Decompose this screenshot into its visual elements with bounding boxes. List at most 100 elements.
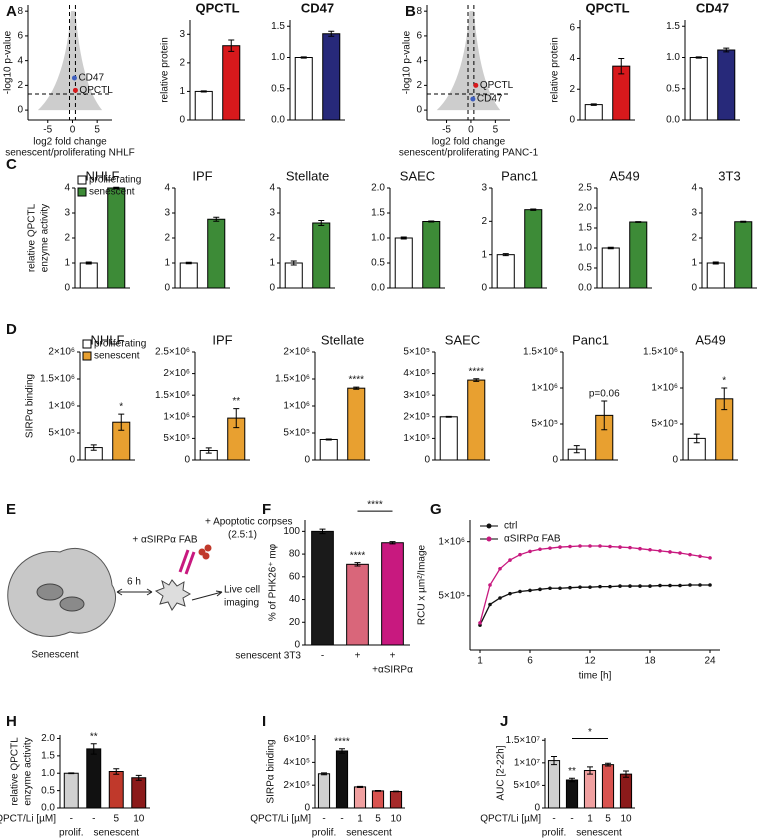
y-tick-label: 0 — [424, 455, 430, 466]
panel-label: F — [262, 501, 271, 518]
bar — [601, 247, 620, 289]
y-tick-label: 5×10⁵ — [283, 428, 310, 439]
legend-label: proliferating — [94, 339, 146, 350]
y-tick-label: 0 — [269, 283, 275, 294]
bar — [394, 237, 413, 289]
marker — [538, 547, 542, 552]
nucleus — [36, 583, 64, 601]
y-axis-label: -log10 p-value — [3, 30, 14, 94]
error-bar — [445, 415, 452, 418]
y-tick-label: 0.5 — [41, 785, 55, 796]
bar — [179, 262, 198, 289]
x-tick-label: - — [321, 651, 324, 662]
marker — [618, 545, 622, 549]
error-bar — [400, 236, 407, 240]
significance: * — [722, 376, 726, 387]
chart-title: Panc1 — [501, 168, 538, 183]
y-tick-label: 0 — [17, 105, 23, 116]
y-axis-label: AUC [2-22h] — [496, 745, 507, 800]
marker — [708, 556, 712, 560]
bar — [108, 771, 124, 809]
y-tick-label: 0.0 — [578, 283, 592, 294]
y-tick-label: 1.5×10⁶ — [40, 374, 75, 385]
y-tick-label: 3 — [691, 208, 697, 219]
y-tick-label: 2 — [416, 80, 422, 91]
y-tick-label: 1×10⁶ — [48, 401, 75, 412]
bar — [565, 779, 579, 809]
marker — [688, 552, 692, 557]
marker — [498, 566, 502, 571]
bar — [689, 57, 708, 121]
legend-swatch — [77, 175, 87, 185]
y-tick-label: 2.0 — [371, 183, 385, 194]
marker — [548, 546, 552, 550]
bar — [347, 387, 366, 461]
bar — [584, 104, 603, 121]
bar — [371, 790, 385, 809]
legend-label: ctrl — [504, 521, 517, 532]
significance: p=0.06 — [589, 389, 620, 400]
y-tick-label: 1×10⁵ — [403, 433, 430, 444]
group-label: prolif. — [59, 828, 83, 839]
bar — [322, 33, 341, 121]
y-axis-label: relative protein — [160, 37, 171, 103]
x-tick-label: - — [92, 814, 95, 825]
duration-label: 6 h — [127, 577, 141, 588]
bar — [619, 773, 633, 809]
y-tick-label: 2 — [17, 80, 23, 91]
y-tick-label: 4 — [691, 183, 697, 194]
y-tick-label: 2×10⁵ — [283, 780, 310, 791]
error-bar — [205, 447, 212, 454]
y-tick-label: 100 — [283, 526, 300, 537]
bar — [346, 563, 369, 646]
y-tick-label: 6 — [416, 31, 422, 42]
marker — [628, 584, 632, 588]
antibody — [178, 549, 196, 575]
marker — [598, 584, 602, 589]
marker — [698, 583, 702, 587]
point-cloud — [436, 11, 501, 111]
error-bar — [357, 785, 363, 788]
bar — [107, 187, 126, 289]
y-tick-label: 1.5×10⁶ — [523, 347, 558, 358]
y-tick-label: 5×10⁵ — [438, 590, 465, 601]
y-tick-label: 1.5 — [578, 223, 592, 234]
y-tick-label: 1.5×10⁶ — [643, 347, 678, 358]
y-tick-label: 2 — [691, 233, 697, 244]
y-tick-label: 1.0 — [371, 233, 385, 244]
marker — [658, 583, 662, 588]
imaging-label: imaging — [224, 598, 259, 609]
marker — [498, 596, 502, 600]
y-tick-label: 1.5 — [666, 21, 680, 32]
bar — [601, 764, 615, 809]
y-tick-label: 4 — [569, 53, 575, 64]
group-label: senescent — [346, 828, 392, 839]
marker — [558, 545, 562, 549]
error-bar — [389, 541, 396, 545]
arrow — [116, 588, 153, 596]
y-tick-label: 0.5 — [666, 83, 680, 94]
bar — [311, 530, 334, 646]
y-tick-label: 5×10⁵ — [163, 433, 190, 444]
y-tick-label: 0 — [569, 115, 575, 126]
marker — [588, 585, 592, 589]
error-bar — [721, 387, 728, 411]
bar — [524, 209, 543, 289]
y-tick-label: 0.0 — [41, 803, 55, 814]
marker — [668, 550, 672, 554]
chart-title: IPF — [212, 332, 232, 347]
error-bar — [623, 770, 629, 778]
y-tick-label: 5×10⁵ — [651, 419, 678, 430]
y-tick-label: 2 — [164, 233, 170, 244]
chart-title: QPCTL — [585, 0, 629, 15]
y-tick-label: 4×10⁵ — [283, 757, 310, 768]
error-bar — [113, 768, 120, 775]
marker — [568, 544, 572, 549]
chart-title: Panc1 — [572, 332, 609, 347]
y-axis-label: relative QPCTL — [27, 203, 38, 272]
y-tick-label: 8 — [17, 6, 23, 17]
x-tick-label: 5 — [375, 814, 381, 825]
error-bar — [290, 260, 297, 266]
chart-title: A549 — [609, 168, 639, 183]
y-tick-label: 1 — [481, 249, 487, 260]
